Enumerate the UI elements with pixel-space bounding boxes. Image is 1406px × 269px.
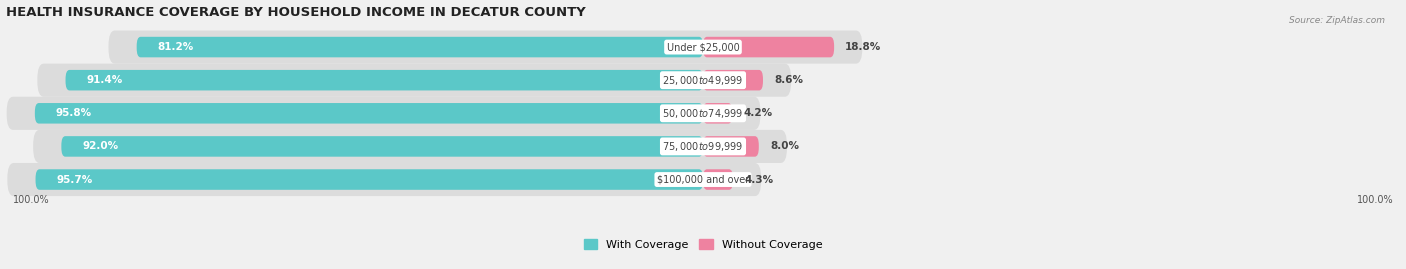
FancyBboxPatch shape (703, 37, 834, 57)
Text: 81.2%: 81.2% (157, 42, 194, 52)
Text: 4.2%: 4.2% (744, 108, 772, 118)
FancyBboxPatch shape (38, 64, 792, 97)
Text: 8.6%: 8.6% (775, 75, 803, 85)
Legend: With Coverage, Without Coverage: With Coverage, Without Coverage (579, 235, 827, 254)
Text: 8.0%: 8.0% (770, 141, 799, 151)
Text: $75,000 to $99,999: $75,000 to $99,999 (662, 140, 744, 153)
FancyBboxPatch shape (35, 169, 703, 190)
Text: HEALTH INSURANCE COVERAGE BY HOUSEHOLD INCOME IN DECATUR COUNTY: HEALTH INSURANCE COVERAGE BY HOUSEHOLD I… (6, 6, 585, 19)
Text: Source: ZipAtlas.com: Source: ZipAtlas.com (1289, 16, 1385, 25)
Text: 18.8%: 18.8% (845, 42, 882, 52)
FancyBboxPatch shape (62, 136, 703, 157)
FancyBboxPatch shape (7, 97, 761, 130)
Text: 92.0%: 92.0% (83, 141, 118, 151)
FancyBboxPatch shape (7, 163, 761, 196)
FancyBboxPatch shape (703, 70, 763, 90)
Text: 100.0%: 100.0% (13, 195, 49, 205)
FancyBboxPatch shape (703, 169, 733, 190)
FancyBboxPatch shape (136, 37, 703, 57)
FancyBboxPatch shape (34, 130, 787, 163)
FancyBboxPatch shape (108, 30, 862, 64)
Text: 95.7%: 95.7% (56, 175, 93, 185)
Text: $25,000 to $49,999: $25,000 to $49,999 (662, 74, 744, 87)
Text: Under $25,000: Under $25,000 (666, 42, 740, 52)
Text: $100,000 and over: $100,000 and over (657, 175, 749, 185)
Text: 91.4%: 91.4% (86, 75, 122, 85)
FancyBboxPatch shape (66, 70, 703, 90)
FancyBboxPatch shape (35, 103, 703, 123)
Text: 4.3%: 4.3% (744, 175, 773, 185)
Text: $50,000 to $74,999: $50,000 to $74,999 (662, 107, 744, 120)
FancyBboxPatch shape (703, 103, 733, 123)
Text: 100.0%: 100.0% (1357, 195, 1393, 205)
Text: 95.8%: 95.8% (56, 108, 91, 118)
FancyBboxPatch shape (703, 136, 759, 157)
